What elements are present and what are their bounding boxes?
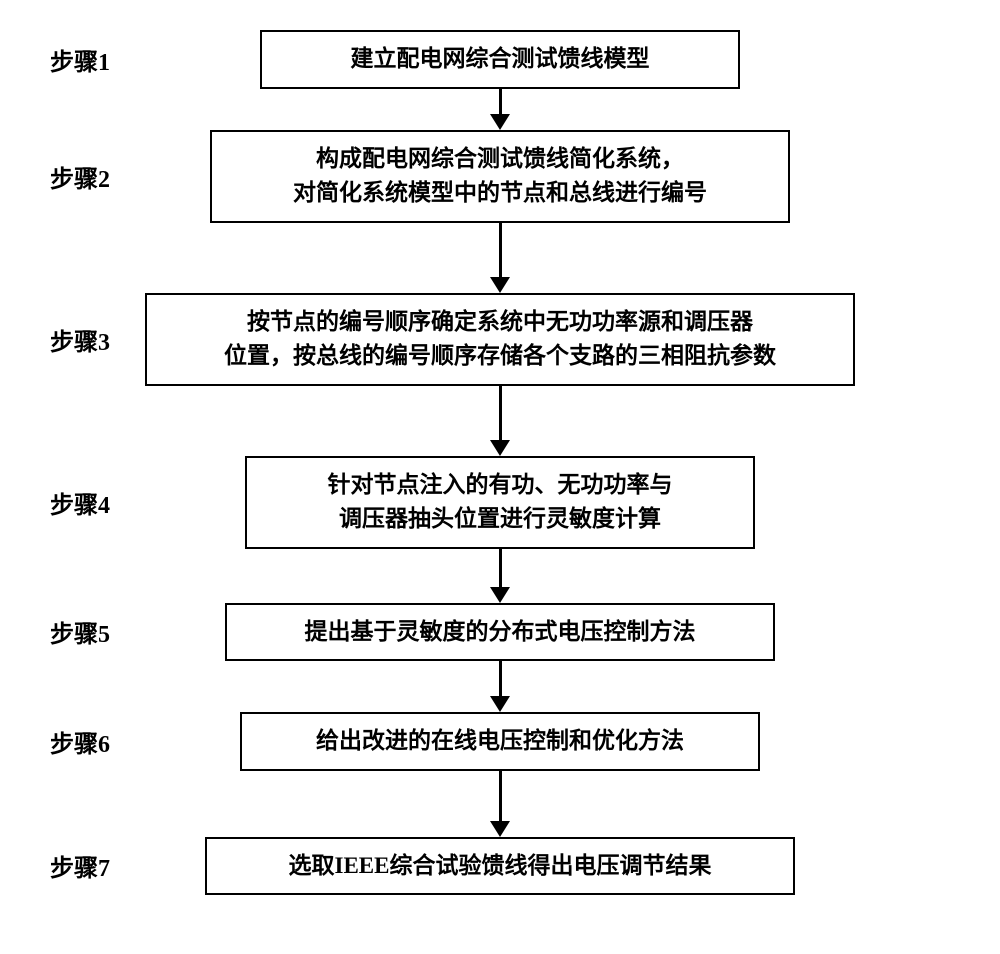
step-row-7: 步骤7 选取IEEE综合试验馈线得出电压调节结果 <box>0 837 1000 896</box>
arrow-line-6 <box>499 771 502 821</box>
step-text-2-2: 对简化系统模型中的节点和总线进行编号 <box>293 180 707 205</box>
step-row-6: 步骤6 给出改进的在线电压控制和优化方法 <box>0 712 1000 771</box>
step-text-1-1: 建立配电网综合测试馈线模型 <box>351 46 650 71</box>
step-label-4: 步骤4 <box>50 485 110 520</box>
arrow-3 <box>490 386 510 456</box>
step-label-1: 步骤1 <box>50 42 110 77</box>
step-text-5-1: 提出基于灵敏度的分布式电压控制方法 <box>305 619 696 644</box>
arrow-line-1 <box>499 89 502 114</box>
step-text-3-1: 按节点的编号顺序确定系统中无功功率源和调压器 <box>247 309 753 334</box>
step-label-6: 步骤6 <box>50 724 110 759</box>
step-text-4-2: 调压器抽头位置进行灵敏度计算 <box>339 506 661 531</box>
step-row-3: 步骤3 按节点的编号顺序确定系统中无功功率源和调压器 位置，按总线的编号顺序存储… <box>0 293 1000 386</box>
step-box-5: 提出基于灵敏度的分布式电压控制方法 <box>225 603 775 662</box>
arrow-line-3 <box>499 386 502 440</box>
step-label-5: 步骤5 <box>50 614 110 649</box>
step-label-7: 步骤7 <box>50 848 110 883</box>
step-box-3: 按节点的编号顺序确定系统中无功功率源和调压器 位置，按总线的编号顺序存储各个支路… <box>145 293 855 386</box>
step-box-7: 选取IEEE综合试验馈线得出电压调节结果 <box>205 837 795 896</box>
arrow-head-icon-2 <box>490 277 510 293</box>
arrow-2 <box>490 223 510 293</box>
step-row-4: 步骤4 针对节点注入的有功、无功功率与 调压器抽头位置进行灵敏度计算 <box>0 456 1000 549</box>
step-box-4: 针对节点注入的有功、无功功率与 调压器抽头位置进行灵敏度计算 <box>245 456 755 549</box>
step-text-4-1: 针对节点注入的有功、无功功率与 <box>328 472 673 497</box>
step-text-6-1: 给出改进的在线电压控制和优化方法 <box>316 728 684 753</box>
arrow-head-icon-6 <box>490 821 510 837</box>
arrow-head-icon-5 <box>490 696 510 712</box>
arrow-6 <box>490 771 510 837</box>
arrow-1 <box>490 89 510 130</box>
step-box-2: 构成配电网综合测试馈线简化系统， 对简化系统模型中的节点和总线进行编号 <box>210 130 790 223</box>
arrow-4 <box>490 549 510 603</box>
step-row-5: 步骤5 提出基于灵敏度的分布式电压控制方法 <box>0 603 1000 662</box>
flowchart-container: 步骤1 建立配电网综合测试馈线模型 步骤2 构成配电网综合测试馈线简化系统， 对… <box>0 0 1000 895</box>
arrow-line-4 <box>499 549 502 587</box>
arrow-line-2 <box>499 223 502 277</box>
step-box-1: 建立配电网综合测试馈线模型 <box>260 30 740 89</box>
arrow-line-5 <box>499 661 502 696</box>
step-text-7-1: 选取IEEE综合试验馈线得出电压调节结果 <box>289 853 712 878</box>
step-box-6: 给出改进的在线电压控制和优化方法 <box>240 712 760 771</box>
step-text-3-2: 位置，按总线的编号顺序存储各个支路的三相阻抗参数 <box>224 343 776 368</box>
arrow-head-icon-4 <box>490 587 510 603</box>
step-label-3: 步骤3 <box>50 322 110 357</box>
step-text-2-1: 构成配电网综合测试馈线简化系统， <box>316 146 684 171</box>
arrow-head-icon-3 <box>490 440 510 456</box>
arrow-5 <box>490 661 510 712</box>
arrow-head-icon-1 <box>490 114 510 130</box>
step-row-1: 步骤1 建立配电网综合测试馈线模型 <box>0 30 1000 89</box>
step-label-2: 步骤2 <box>50 159 110 194</box>
step-row-2: 步骤2 构成配电网综合测试馈线简化系统， 对简化系统模型中的节点和总线进行编号 <box>0 130 1000 223</box>
